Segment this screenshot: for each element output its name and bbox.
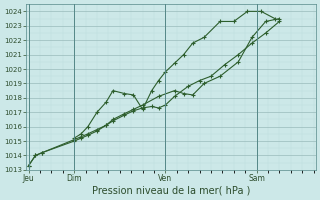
X-axis label: Pression niveau de la mer( hPa ): Pression niveau de la mer( hPa )	[92, 186, 250, 196]
